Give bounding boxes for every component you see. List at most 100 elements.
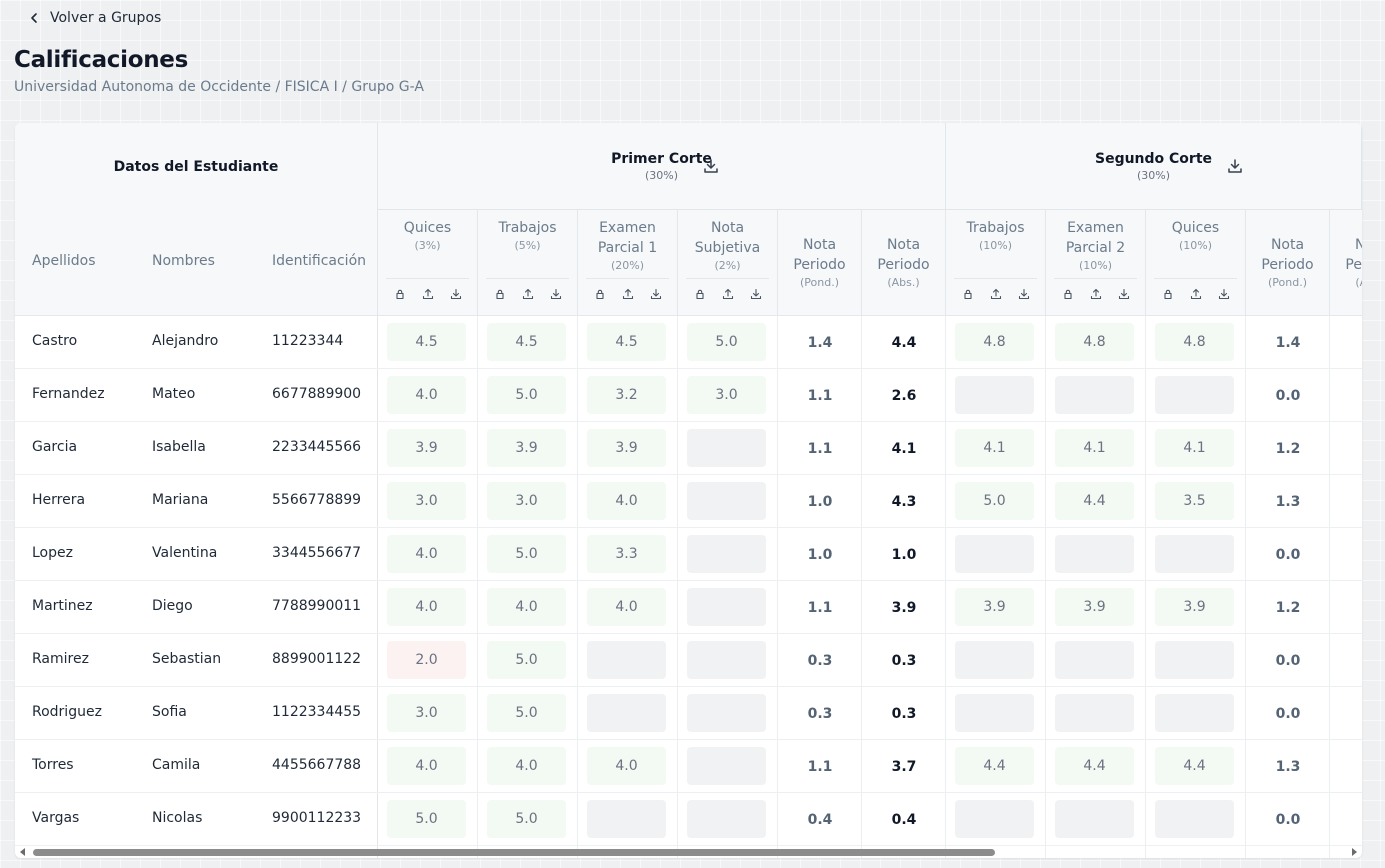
grade-input[interactable]: 4.8: [1155, 323, 1234, 361]
grade-input[interactable]: 4.0: [487, 588, 566, 626]
download-button[interactable]: [448, 287, 464, 301]
grade-input[interactable]: [955, 376, 1034, 414]
grade-input[interactable]: [687, 429, 766, 467]
lock-button[interactable]: [392, 287, 408, 301]
download-button[interactable]: [648, 287, 664, 301]
download-button[interactable]: [748, 287, 764, 301]
grade-input[interactable]: 3.9: [587, 429, 666, 467]
grade-input[interactable]: 4.5: [587, 323, 666, 361]
grade-input[interactable]: [687, 482, 766, 520]
grade-input[interactable]: [687, 694, 766, 732]
grade-input[interactable]: 3.9: [1055, 588, 1134, 626]
grade-input[interactable]: [687, 747, 766, 785]
grade-input[interactable]: [687, 535, 766, 573]
grade-input[interactable]: 4.0: [387, 747, 466, 785]
grade-input[interactable]: 3.0: [687, 376, 766, 414]
grade-input[interactable]: 3.0: [487, 482, 566, 520]
upload-button[interactable]: [620, 287, 636, 301]
grade-input[interactable]: [1055, 800, 1134, 838]
grade-input[interactable]: 4.0: [587, 588, 666, 626]
grade-input[interactable]: 4.8: [1055, 323, 1134, 361]
grade-input[interactable]: 4.4: [1055, 747, 1134, 785]
grade-input[interactable]: 3.2: [587, 376, 666, 414]
grade-input[interactable]: [955, 641, 1034, 679]
grade-input[interactable]: 4.0: [587, 747, 666, 785]
column-header: Quices (10%): [1146, 210, 1246, 316]
grade-input[interactable]: 4.5: [387, 323, 466, 361]
grade-input[interactable]: 3.3: [587, 535, 666, 573]
download-button[interactable]: [1216, 287, 1232, 301]
upload-button[interactable]: [1088, 287, 1104, 301]
grade-input[interactable]: 4.0: [387, 588, 466, 626]
grade-input[interactable]: [1055, 694, 1134, 732]
grade-input[interactable]: [1155, 641, 1234, 679]
grade-input[interactable]: [1055, 641, 1134, 679]
horizontal-scrollbar[interactable]: [15, 845, 1362, 859]
grade-input[interactable]: [587, 641, 666, 679]
upload-button[interactable]: [420, 287, 436, 301]
grade-input[interactable]: 3.9: [487, 429, 566, 467]
grade-input[interactable]: 4.0: [387, 535, 466, 573]
download-icon[interactable]: [1226, 157, 1244, 175]
grade-input[interactable]: [1155, 535, 1234, 573]
grade-input[interactable]: [587, 694, 666, 732]
grade-input[interactable]: [687, 641, 766, 679]
grade-input[interactable]: [687, 588, 766, 626]
lock-button[interactable]: [592, 287, 608, 301]
upload-button[interactable]: [720, 287, 736, 301]
grade-input[interactable]: 4.0: [487, 747, 566, 785]
scrollbar-thumb[interactable]: [33, 849, 995, 856]
grade-input[interactable]: 4.8: [955, 323, 1034, 361]
grade-input[interactable]: 5.0: [955, 482, 1034, 520]
nota-periodo-pond: 1.1: [807, 440, 833, 457]
download-button[interactable]: [1016, 287, 1032, 301]
grade-input[interactable]: 4.1: [1155, 429, 1234, 467]
grade-input[interactable]: 5.0: [387, 800, 466, 838]
grade-input[interactable]: [955, 800, 1034, 838]
grade-input[interactable]: 4.4: [1155, 747, 1234, 785]
lock-button[interactable]: [1060, 287, 1076, 301]
lock-button[interactable]: [960, 287, 976, 301]
grade-input[interactable]: 5.0: [487, 535, 566, 573]
download-button[interactable]: [548, 287, 564, 301]
upload-button[interactable]: [1188, 287, 1204, 301]
grade-input[interactable]: [955, 694, 1034, 732]
lock-button[interactable]: [1160, 287, 1176, 301]
download-icon[interactable]: [702, 157, 720, 175]
grade-input[interactable]: [687, 800, 766, 838]
grade-input[interactable]: [587, 800, 666, 838]
grade-input[interactable]: 3.9: [955, 588, 1034, 626]
grade-input[interactable]: 3.5: [1155, 482, 1234, 520]
grade-input[interactable]: [1155, 376, 1234, 414]
grade-input[interactable]: [1055, 376, 1134, 414]
upload-button[interactable]: [520, 287, 536, 301]
grade-input[interactable]: 3.9: [1155, 588, 1234, 626]
grade-input[interactable]: 4.4: [1055, 482, 1134, 520]
lock-button[interactable]: [692, 287, 708, 301]
back-to-groups-link[interactable]: Volver a Grupos: [28, 10, 161, 26]
grade-input[interactable]: [955, 535, 1034, 573]
grade-input[interactable]: 5.0: [687, 323, 766, 361]
lock-button[interactable]: [492, 287, 508, 301]
grade-input[interactable]: [1155, 694, 1234, 732]
grade-input[interactable]: [1155, 800, 1234, 838]
grade-input[interactable]: 2.0: [387, 641, 466, 679]
scroll-left-icon[interactable]: [17, 846, 29, 858]
grade-input[interactable]: [1055, 535, 1134, 573]
grade-input[interactable]: 5.0: [487, 376, 566, 414]
grade-input[interactable]: 3.0: [387, 694, 466, 732]
grade-input[interactable]: 5.0: [487, 641, 566, 679]
grade-input[interactable]: 3.9: [387, 429, 466, 467]
grade-input[interactable]: 3.0: [387, 482, 466, 520]
grade-input[interactable]: 4.1: [955, 429, 1034, 467]
grade-input[interactable]: 4.1: [1055, 429, 1134, 467]
grade-input[interactable]: 5.0: [487, 694, 566, 732]
grade-input[interactable]: 5.0: [487, 800, 566, 838]
download-button[interactable]: [1116, 287, 1132, 301]
grade-input[interactable]: 4.0: [587, 482, 666, 520]
grade-input[interactable]: 4.0: [387, 376, 466, 414]
grade-input[interactable]: 4.5: [487, 323, 566, 361]
scroll-right-icon[interactable]: [1348, 846, 1360, 858]
grade-input[interactable]: 4.4: [955, 747, 1034, 785]
upload-button[interactable]: [988, 287, 1004, 301]
